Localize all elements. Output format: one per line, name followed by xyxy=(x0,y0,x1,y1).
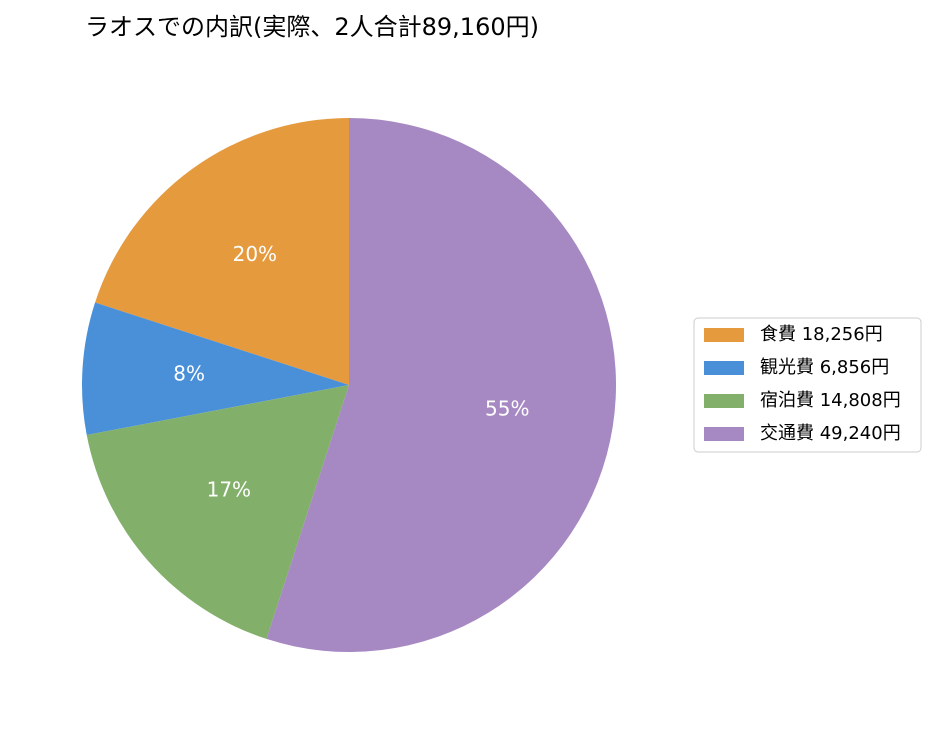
slice-label: 8% xyxy=(173,361,205,385)
legend-label: 宿泊費 14,808円 xyxy=(760,390,901,411)
legend-label: 食費 18,256円 xyxy=(760,324,883,345)
pie-slice xyxy=(81,302,349,436)
legend-frame xyxy=(693,317,922,453)
pie-slice xyxy=(95,118,350,385)
slice-label: 55% xyxy=(485,397,529,421)
chart-title: ラオスでの内訳(実際、2人合計89,160円) xyxy=(85,13,539,41)
pie-slice xyxy=(266,118,617,653)
slice-label: 20% xyxy=(233,242,277,266)
legend-swatch xyxy=(704,427,744,441)
legend-swatch xyxy=(704,394,744,408)
legend-swatch xyxy=(704,361,744,375)
legend-swatch xyxy=(704,328,744,342)
legend-label: 交通費 49,240円 xyxy=(760,423,901,444)
slice-label: 17% xyxy=(207,477,251,501)
pie-slice xyxy=(86,385,349,639)
legend-label: 観光費 6,856円 xyxy=(760,357,889,378)
